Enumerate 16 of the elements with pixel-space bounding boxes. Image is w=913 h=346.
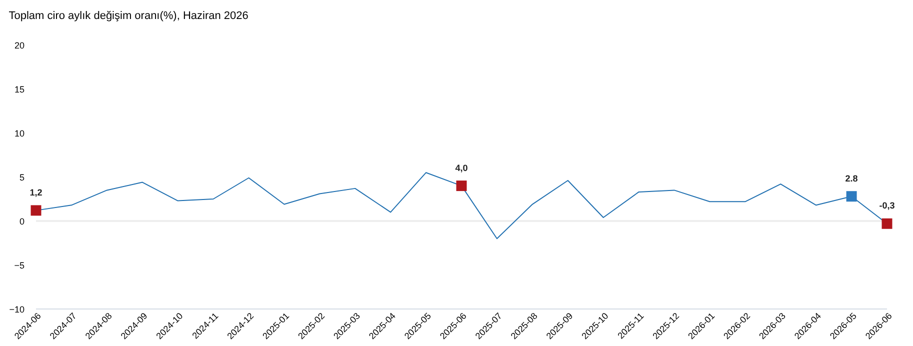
point [456, 180, 467, 192]
data-label: 4,0 [455, 162, 468, 173]
y-tick-label: 0 [19, 216, 24, 226]
y-tick-label: −5 [14, 260, 24, 270]
data-label: 2.8 [845, 173, 858, 184]
data-label: 1,2 [30, 187, 42, 198]
y-tick-label: 10 [14, 128, 24, 138]
point [846, 191, 857, 202]
y-tick-label: 20 [14, 40, 24, 50]
y-tick-label: 15 [14, 84, 24, 94]
y-tick-label: 5 [19, 172, 24, 182]
point [882, 218, 892, 229]
point [30, 205, 42, 216]
y-tick-label: −10 [9, 304, 24, 314]
chart-title: Toplam ciro aylık değişim oranı(%), Haziran 2026 [8, 10, 248, 22]
data-label: -0,3 [879, 200, 895, 211]
